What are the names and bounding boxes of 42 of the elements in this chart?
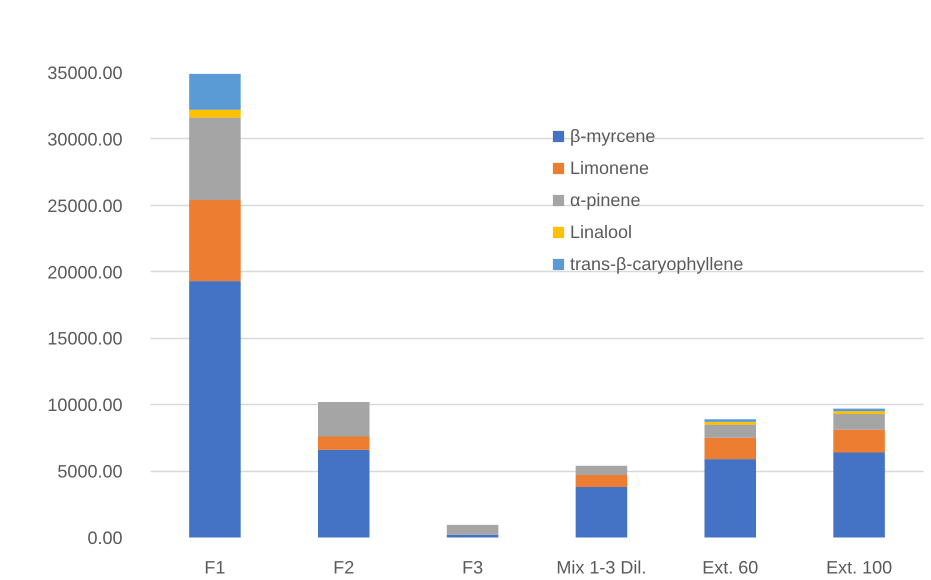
bar <box>833 408 885 412</box>
x-tick-label: Mix 1-3 Dil. <box>556 558 646 578</box>
y-tick-label: 10000.00 <box>47 395 122 416</box>
y-tick-label: 25000.00 <box>47 196 122 216</box>
bar <box>446 534 498 538</box>
bar <box>704 459 756 538</box>
bar <box>189 110 241 118</box>
bar <box>576 487 628 538</box>
legend-label: Limonene <box>570 157 650 179</box>
bar <box>189 74 241 110</box>
y-tick-label: 20000.00 <box>47 262 122 282</box>
bar <box>704 438 756 460</box>
bar <box>833 411 885 414</box>
bar <box>833 414 885 430</box>
x-tick-label: Ext. 60 <box>702 558 758 578</box>
bar <box>833 430 885 452</box>
y-tick-label: 30000.00 <box>47 129 122 150</box>
y-tick-label: 15000.00 <box>47 328 122 349</box>
bar <box>318 436 370 450</box>
y-tick-label: 0.00 <box>87 528 123 548</box>
bar <box>576 475 628 488</box>
bar <box>318 450 370 538</box>
bar <box>704 422 756 425</box>
x-tick-label: F2 <box>333 558 354 578</box>
legend-label: Linalool <box>570 221 632 243</box>
x-tick-label: F3 <box>462 558 484 578</box>
y-tick-label: 35000.00 <box>47 63 122 83</box>
bar <box>189 200 241 282</box>
legend-label: α-pinene <box>570 189 640 211</box>
bar <box>576 466 628 476</box>
bar <box>704 424 756 438</box>
legend-label: trans-β-caryophyllene <box>570 253 744 275</box>
bar <box>446 524 498 535</box>
bar <box>189 118 241 200</box>
x-tick-label: Ext. 100 <box>826 558 892 578</box>
bar <box>833 452 885 538</box>
y-tick-label: 5000.00 <box>57 462 123 482</box>
bar <box>318 402 370 437</box>
x-tick-label: F1 <box>204 558 226 578</box>
bar <box>189 281 241 538</box>
bar <box>704 419 756 422</box>
legend-label: β-myrcene <box>570 125 656 147</box>
